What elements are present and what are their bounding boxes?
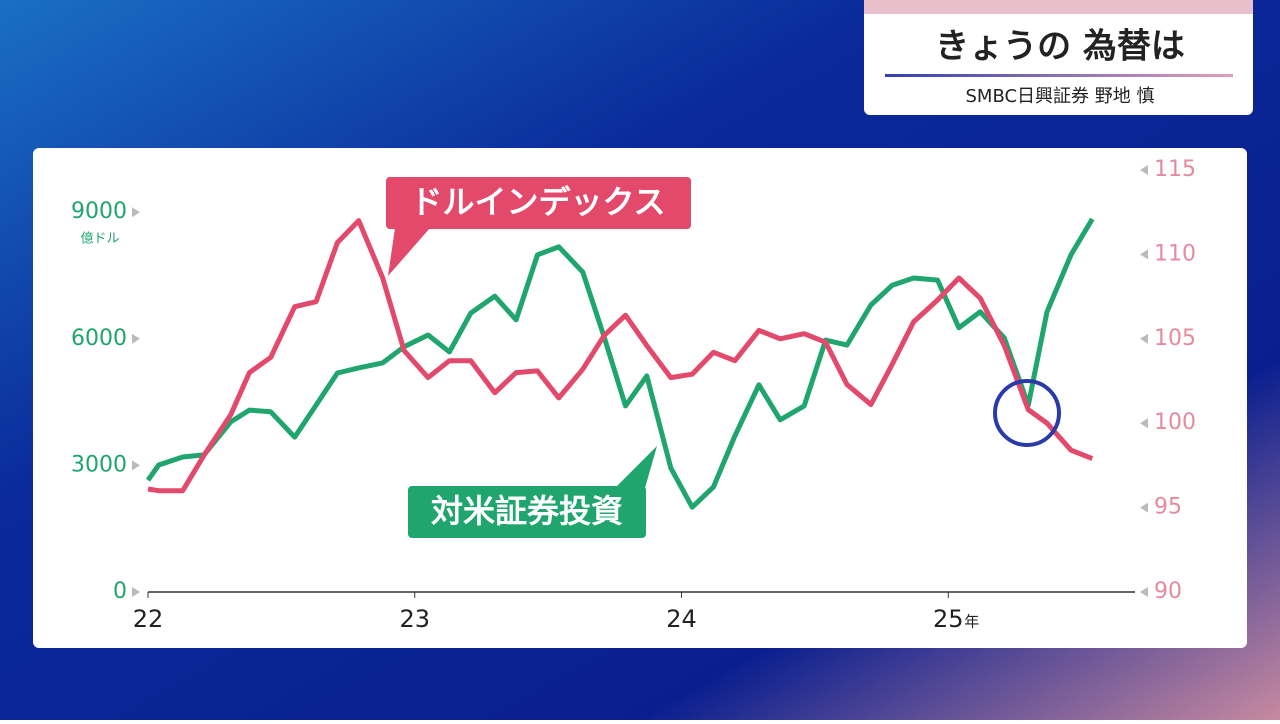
chart-card — [33, 148, 1247, 648]
y2-tick — [1140, 165, 1148, 175]
header-speaker: SMBC日興証券 野地 慎 — [966, 86, 1155, 107]
header-strip — [864, 0, 1253, 14]
x-unit: 年 — [964, 613, 979, 631]
y2-tick-label: 115 — [1154, 157, 1196, 182]
y2-tick — [1140, 249, 1148, 260]
header-title: きょうの 為替は — [935, 27, 1185, 67]
y2-tick-label: 95 — [1154, 495, 1182, 520]
y2-tick-label: 100 — [1154, 410, 1196, 435]
y2-tick-label: 105 — [1154, 326, 1196, 351]
y-tick — [132, 460, 140, 471]
series-line — [147, 218, 1094, 494]
y2-tick-label: 110 — [1154, 241, 1196, 266]
y2-tick — [1140, 333, 1148, 344]
y-tick-label: 9000 — [71, 199, 127, 224]
y2-tick — [1140, 502, 1148, 513]
y-unit: 億ドル — [80, 231, 119, 247]
y-tick — [132, 333, 140, 344]
legend-label: ドルインデックス — [410, 183, 665, 221]
legend-pointer — [388, 228, 430, 276]
y2-tick-label: 90 — [1154, 579, 1182, 604]
x-tick-label: 24 — [666, 605, 697, 633]
x-tick-label: 23 — [399, 605, 430, 633]
y-tick-label: 3000 — [71, 452, 127, 477]
legend-box — [386, 177, 691, 229]
legend-label: 対米証券投資 — [431, 492, 623, 530]
y-tick-label: 6000 — [71, 326, 127, 351]
y-tick — [132, 207, 140, 218]
legend-pointer — [615, 446, 657, 488]
y-tick — [132, 587, 140, 597]
y2-tick — [1140, 587, 1148, 597]
x-tick-label: 22 — [133, 605, 164, 633]
header-rule — [885, 74, 1233, 77]
y2-tick — [1140, 418, 1148, 429]
chart: 22 23 24 25 年 0 3000 6000 9000 億ドル 90 95 100 105 110 11… — [71, 157, 1196, 633]
header-box — [864, 0, 1253, 115]
x-tick-label: 25 — [933, 605, 964, 633]
highlight-circle — [993, 379, 1061, 447]
y-tick-label: 0 — [113, 579, 127, 604]
legend-box — [408, 486, 646, 538]
series-line — [145, 217, 1095, 510]
